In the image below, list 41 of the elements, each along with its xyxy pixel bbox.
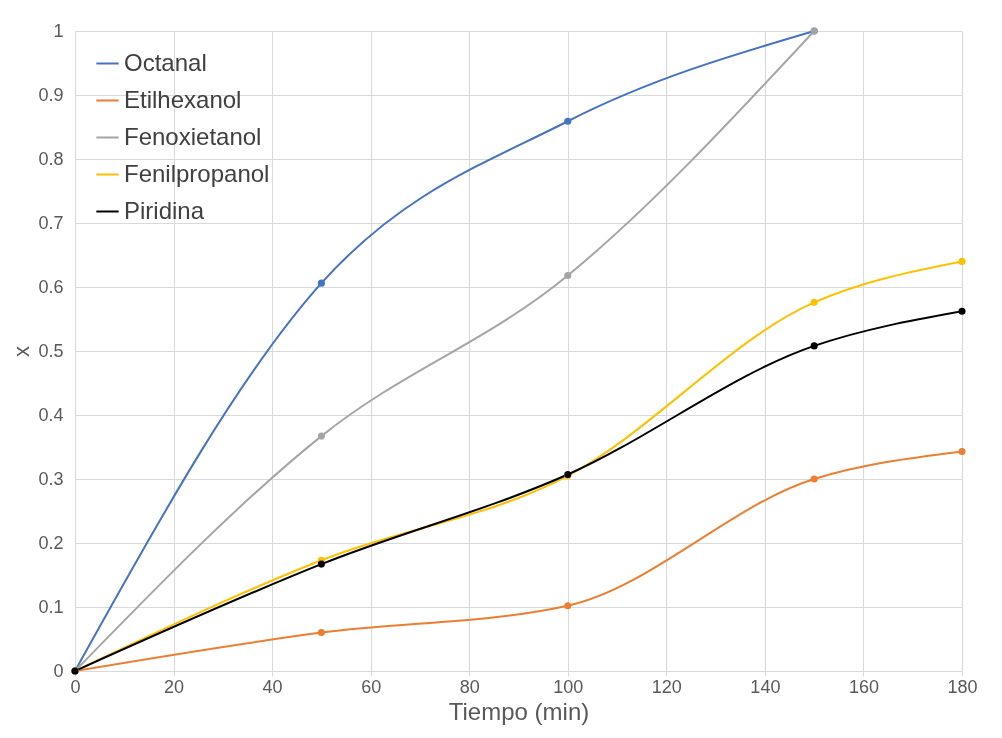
point (958, 257, 966, 265)
point (810, 342, 818, 350)
point (564, 117, 572, 125)
point (317, 560, 325, 568)
point (958, 447, 966, 456)
y-tick-label: 0 (53, 660, 64, 681)
legend-label: Fenoxietanol (124, 122, 262, 150)
point (317, 432, 325, 440)
point (958, 307, 966, 315)
x-tick-label: 80 (459, 676, 480, 697)
legend-label: Octanal (124, 48, 207, 76)
y-tick-label: 0.5 (38, 340, 64, 361)
y-tick-label: 0.4 (38, 404, 64, 425)
y-tick-label: 0.2 (38, 532, 64, 553)
x-tick-label: 180 (947, 676, 978, 697)
point (810, 298, 818, 306)
x-tick-label: 160 (848, 676, 879, 697)
legend-label: Etilhexanol (124, 85, 242, 113)
legend-label: Fenilpropanol (124, 159, 270, 187)
x-tick-label: 100 (553, 676, 584, 697)
y-tick-label: 0.1 (38, 596, 64, 617)
x-tick-label: 120 (651, 676, 682, 697)
point (810, 475, 818, 483)
x-tick-label: 40 (262, 676, 283, 697)
y-tick-label: 0.6 (38, 276, 64, 297)
point (564, 602, 572, 610)
x-tick-label: 140 (750, 676, 781, 697)
legend-label: Piridina (124, 196, 205, 224)
y-tick-label: 0.7 (38, 212, 64, 233)
y-axis-title: x (9, 346, 35, 357)
x-tick-label: 60 (361, 676, 382, 697)
point (317, 629, 325, 637)
x-axis-title: Tiempo (min) (448, 697, 590, 725)
y-tick-label: 0.9 (38, 84, 64, 105)
y-tick-label: 1 (53, 20, 64, 41)
y-tick-label: 0.8 (38, 148, 64, 169)
x-tick-label: 0 (70, 676, 81, 697)
y-tick-label: 0.3 (38, 468, 64, 489)
point (317, 279, 325, 287)
point (564, 271, 572, 280)
x-tick-label: 20 (164, 676, 185, 697)
